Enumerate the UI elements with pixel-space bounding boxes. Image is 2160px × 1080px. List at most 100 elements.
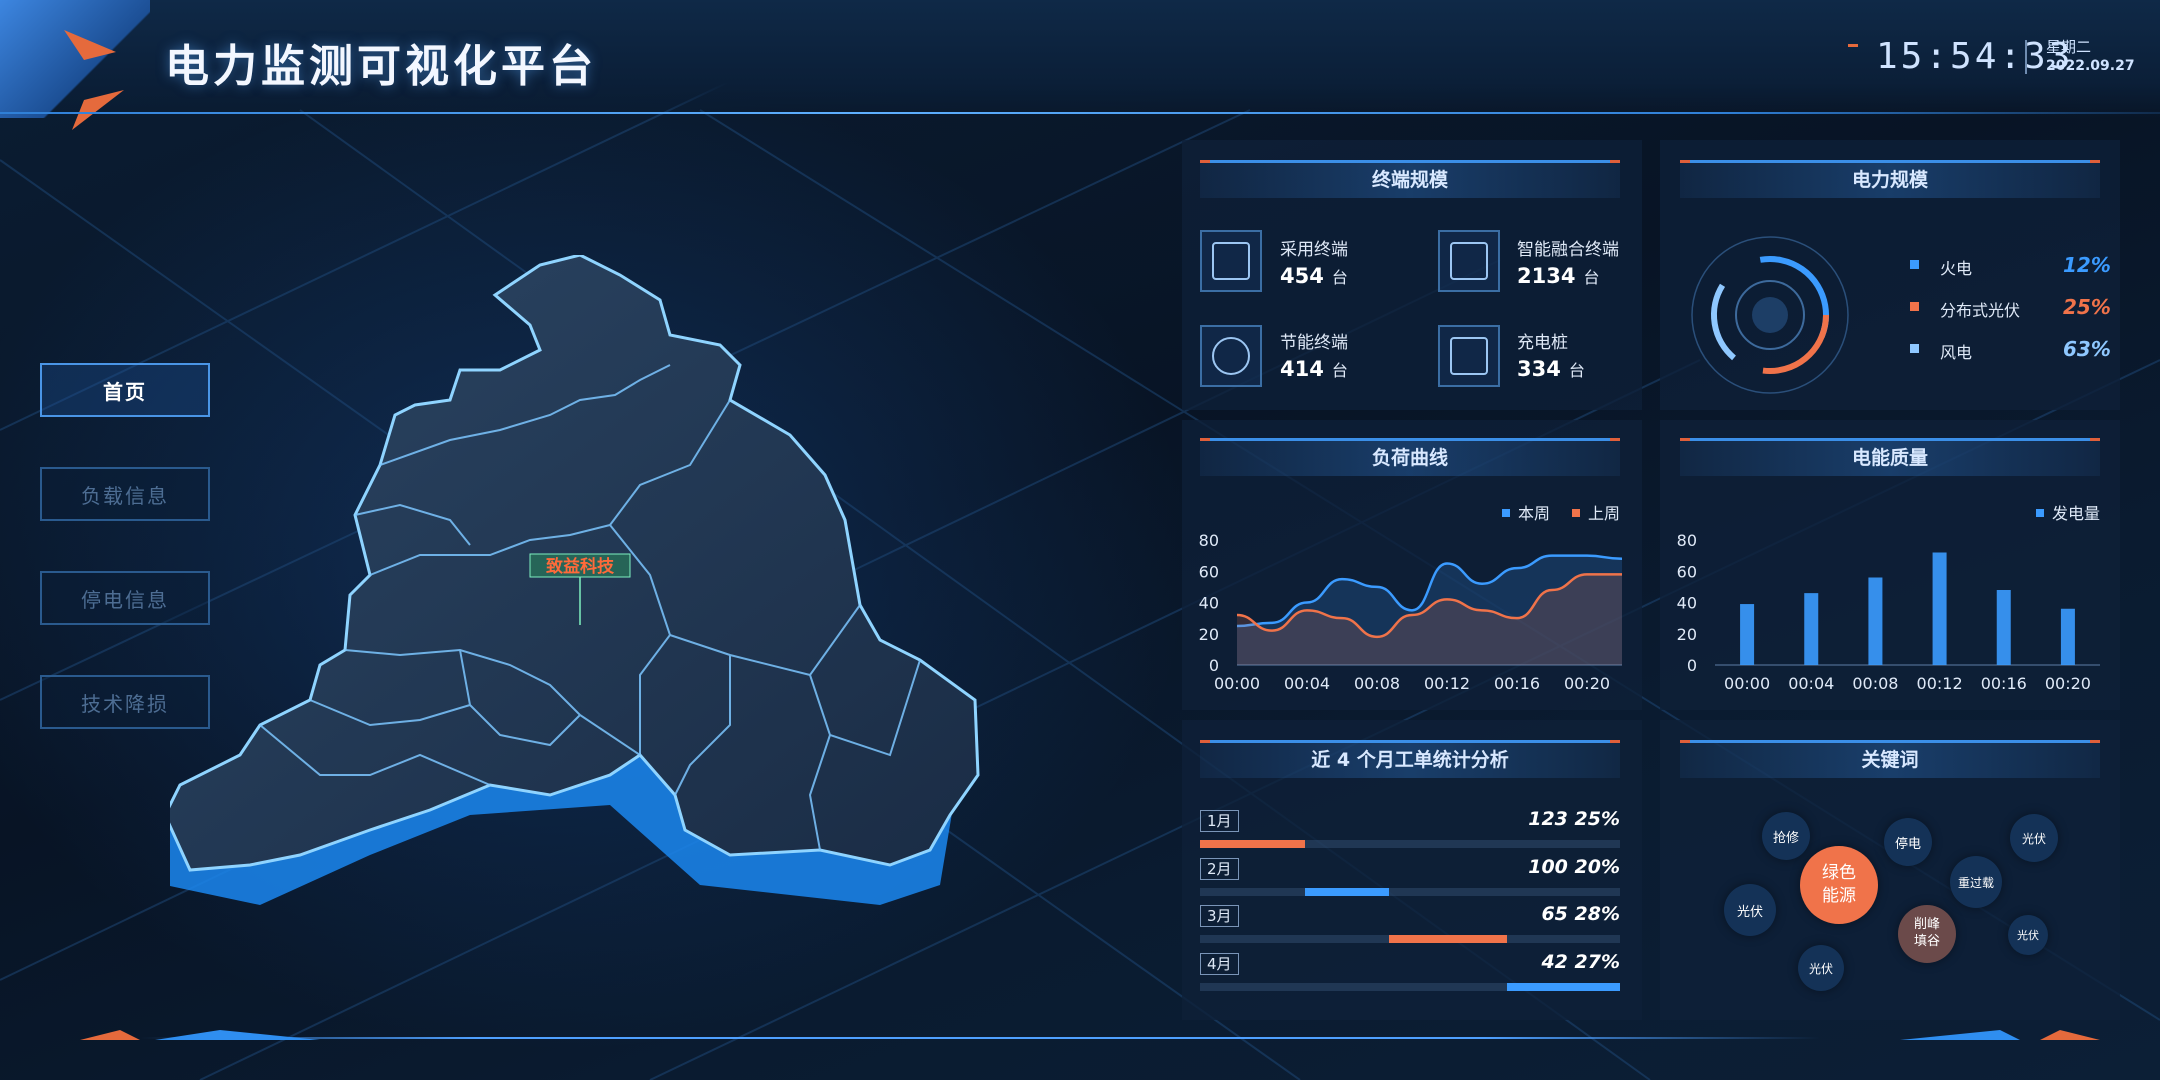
cabinet-icon [1438, 230, 1500, 292]
order-count: 65 28% [1541, 903, 1620, 925]
series-line-1 [1236, 573, 1622, 639]
keyword-bubble[interactable]: 抢修 [1762, 812, 1810, 860]
keyword-bubble[interactable]: 光伏 [1798, 945, 1844, 991]
term-label-2: 智能融合终端 [1517, 240, 1619, 260]
server-icon [1200, 230, 1262, 292]
x-tick-label: 00:00 [1724, 674, 1770, 693]
region-map[interactable]: 致益科技 [170, 255, 1000, 935]
keyword-bubble[interactable]: 光伏 [2010, 814, 2058, 862]
bar [1804, 593, 1819, 665]
load-curve-chart: 0 20 40 60 80 00:00 00:04 00:08 00:12 00:16 00:20 本… [1199, 504, 1623, 693]
panel-title-terminals: 终端规模 [1200, 160, 1620, 198]
term-value-2: 2134 台 [1517, 264, 1600, 288]
logo-wedge [0, 0, 150, 118]
legend-swatch [1910, 344, 1919, 353]
series-line-0 [1236, 554, 1623, 628]
y-tick-label: 40 [1199, 594, 1219, 613]
panel-title-orders: 近 4 个月工单统计分析 [1200, 740, 1620, 778]
order-bar-track [1200, 840, 1620, 848]
y-tick-label: 0 [1209, 656, 1219, 675]
legend-swatch [1572, 509, 1580, 517]
x-tick-label: 00:04 [1788, 674, 1834, 693]
x-tick-label: 00:20 [2045, 674, 2091, 693]
nav-home[interactable]: 首页 [40, 363, 210, 417]
nav-outage-info[interactable]: 停电信息 [40, 571, 210, 625]
y-tick-label: 0 [1687, 656, 1697, 675]
order-count: 42 27% [1541, 950, 1620, 973]
weekday: 星期二 [2046, 38, 2092, 56]
charger-icon [1438, 325, 1500, 387]
term-value-4: 334 台 [1517, 357, 1585, 381]
legend-label: 本周 [1518, 504, 1550, 523]
nav-loss-reduction[interactable]: 技术降损 [40, 675, 210, 729]
panel-orders [1182, 720, 1642, 1020]
keyword-bubble[interactable]: 削峰填谷 [1898, 905, 1956, 963]
order-bar-fill [1305, 887, 1389, 896]
term-label-3: 节能终端 [1280, 333, 1348, 353]
x-tick-label: 00:04 [1284, 674, 1330, 693]
y-tick-label: 80 [1677, 531, 1697, 550]
panel-load-curve [1182, 420, 1642, 710]
order-month: 4月 [1200, 952, 1239, 975]
order-month: 1月 [1200, 810, 1239, 832]
y-tick-label: 40 [1677, 594, 1697, 613]
clock-marker [1848, 44, 1858, 47]
x-tick-label: 00:12 [1424, 674, 1470, 693]
bar [1868, 577, 1883, 665]
legend-wind: 风电 [1940, 343, 1973, 362]
header-divider [0, 112, 2160, 114]
x-tick-label: 00:00 [1214, 674, 1260, 693]
order-count: 123 25% [1528, 808, 1620, 830]
order-bar-fill [1200, 840, 1305, 848]
percent-wind: 63% [2063, 337, 2111, 361]
x-tick-label: 00:12 [1917, 674, 1963, 693]
y-tick-label: 60 [1677, 562, 1697, 581]
clock: 15:54:33 [1876, 36, 2074, 77]
x-tick-label: 00:08 [1354, 674, 1400, 693]
percent-thermal: 12% [2063, 253, 2111, 277]
keyword-bubble-main[interactable]: 绿色能源 [1800, 846, 1878, 924]
divider [2025, 40, 2027, 74]
order-bar-track [1200, 982, 1620, 991]
x-tick-label: 00:16 [1494, 674, 1540, 693]
term-label-4: 充电桩 [1517, 333, 1568, 353]
term-value-3: 414 台 [1280, 357, 1348, 381]
y-tick-label: 20 [1677, 625, 1697, 644]
footer-accents [80, 1030, 2100, 1040]
legend-swatch [2036, 509, 2044, 517]
legend-solar: 分布式光伏 [1940, 301, 2021, 320]
order-bar-fill [1389, 935, 1507, 943]
order-month: 2月 [1200, 857, 1239, 880]
date: 2022.09.27 [2046, 58, 2135, 74]
bar [1996, 590, 2011, 665]
panel-title-load-curve: 负荷曲线 [1200, 438, 1620, 476]
term-label-1: 采用终端 [1280, 240, 1348, 260]
header: 电力监测可视化平台 15:54:33 星期二 2022.09.27 [0, 0, 2160, 130]
bar [2060, 608, 2075, 665]
order-month: 3月 [1200, 905, 1239, 927]
term-value-1: 454 台 [1280, 264, 1348, 288]
y-tick-label: 60 [1199, 562, 1219, 581]
panel-title-keywords: 关键词 [1680, 740, 2100, 778]
keyword-bubble[interactable]: 光伏 [2008, 915, 2048, 955]
panel-power-quality [1660, 420, 2120, 710]
keyword-bubble[interactable]: 停电 [1884, 818, 1932, 866]
x-tick-label: 00:16 [1981, 674, 2027, 693]
power-quality-chart: 0 20 40 60 80 00:00 00:04 00:08 00:12 00:16 00:20 发… [1677, 504, 2100, 693]
legend-swatch [1502, 509, 1510, 517]
orange-arrow-icon [64, 30, 124, 130]
legend-label: 发电量 [2052, 504, 2100, 523]
percent-solar: 25% [2063, 295, 2111, 319]
keyword-bubble[interactable]: 重过载 [1950, 856, 2002, 908]
panel-power-scale [1660, 140, 2120, 410]
keyword-bubble[interactable]: 光伏 [1724, 884, 1776, 936]
series-area-1 [1237, 574, 1622, 665]
x-tick-label: 00:20 [1564, 674, 1610, 693]
order-count: 100 20% [1528, 855, 1620, 878]
order-bar-fill [1506, 982, 1620, 991]
legend-swatch [1910, 302, 1919, 311]
y-tick-label: 80 [1199, 531, 1219, 550]
district-borders [259, 364, 921, 851]
app-title: 电力监测可视化平台 [165, 41, 597, 92]
nav-load-info[interactable]: 负载信息 [40, 467, 210, 521]
